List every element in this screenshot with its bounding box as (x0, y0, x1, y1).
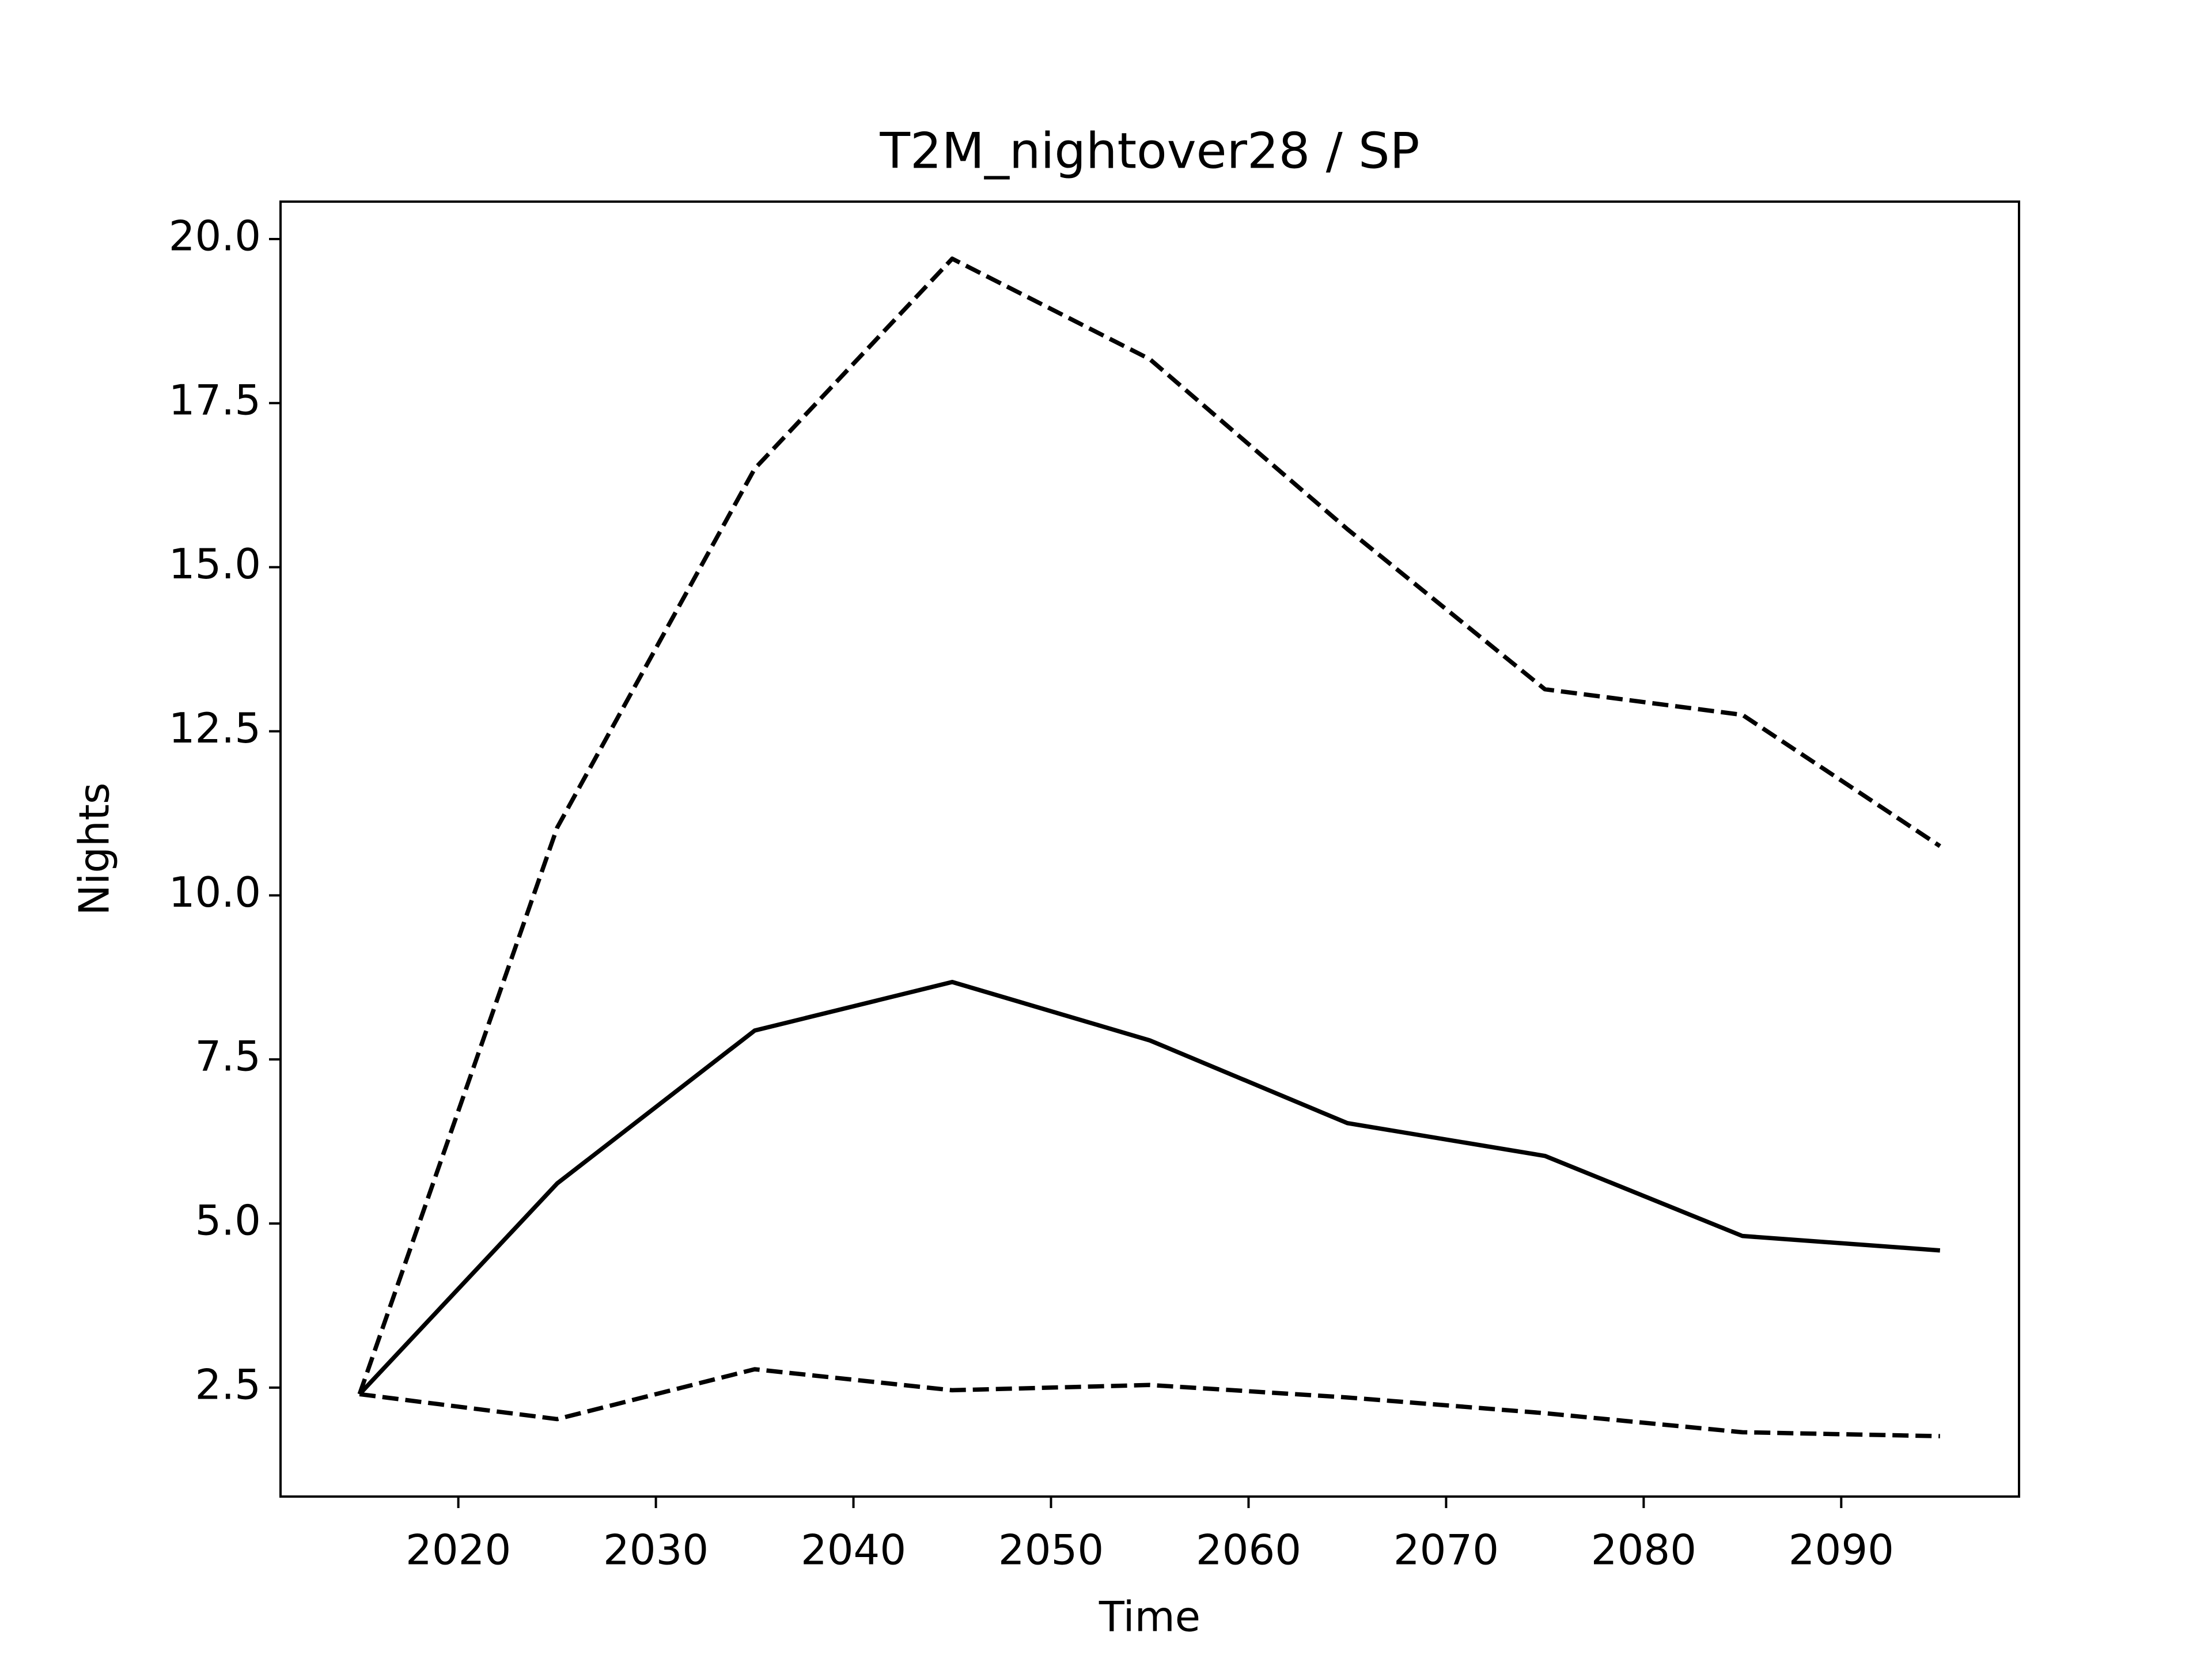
y-tick-label: 12.5 (169, 704, 261, 752)
y-tick-label: 10.0 (169, 868, 261, 916)
y-axis-label: Nights (70, 783, 119, 916)
line (359, 1367, 1940, 1438)
line (357, 256, 1941, 1395)
x-tick-label: 2080 (1591, 1526, 1696, 1574)
line (358, 979, 1941, 1396)
y-tick-label: 2.5 (195, 1360, 261, 1408)
x-tick-label: 2060 (1196, 1526, 1301, 1574)
y-tick-label: 7.5 (195, 1032, 261, 1081)
y-tick-label: 5.0 (195, 1196, 261, 1245)
x-tick-label: 2040 (801, 1526, 906, 1574)
x-axis-label: Time (1099, 1593, 1200, 1641)
x-tick-label: 2090 (1789, 1526, 1894, 1574)
axes-frame (279, 200, 2020, 1498)
chart-title: T2M_nightover28 / SP (880, 122, 1420, 180)
x-tick-label: 2030 (603, 1526, 709, 1574)
x-tick-label: 2070 (1393, 1526, 1499, 1574)
y-tick-label: 17.5 (169, 376, 261, 424)
x-tick-label: 2050 (998, 1526, 1104, 1574)
y-tick-label: 20.0 (169, 211, 261, 260)
x-tick-label: 2020 (406, 1526, 511, 1574)
y-tick-label: 15.0 (169, 540, 261, 588)
